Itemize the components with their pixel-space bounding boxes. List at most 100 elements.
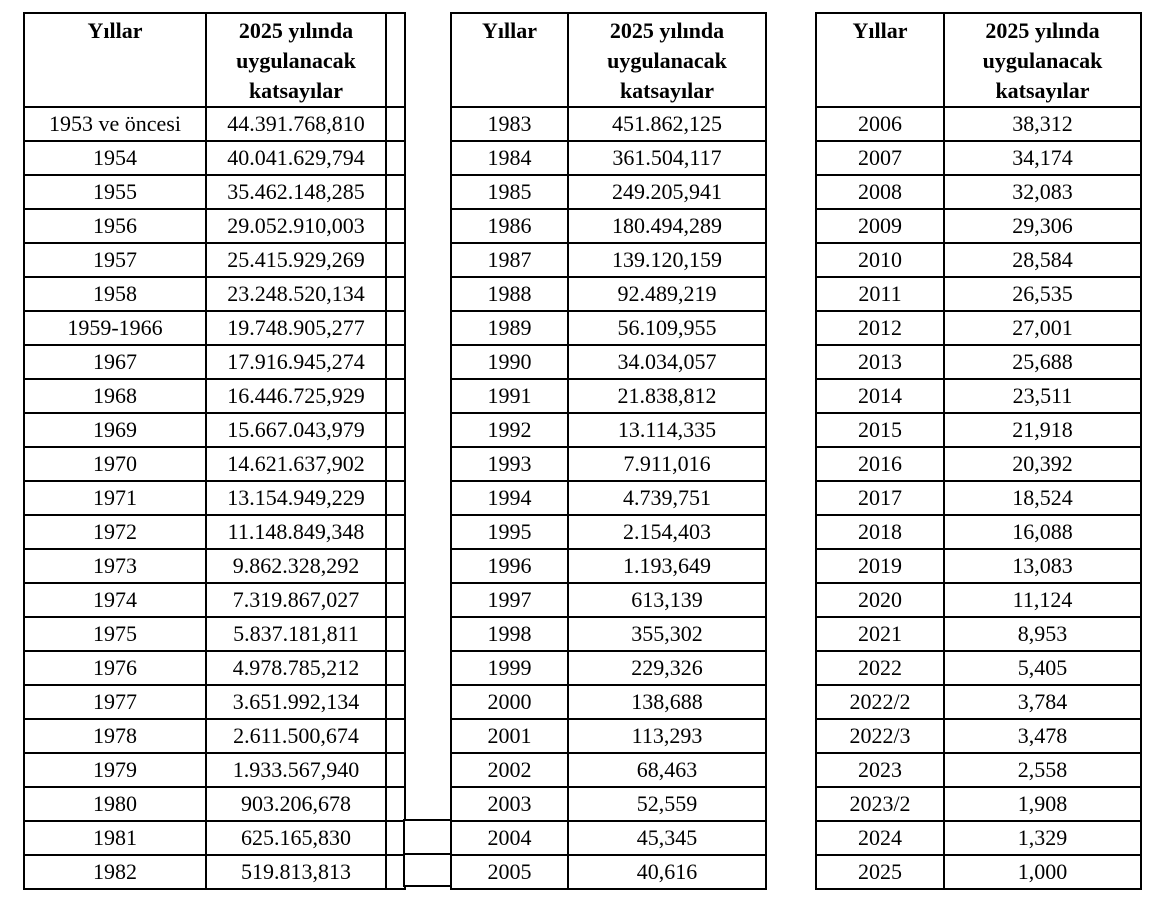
table-row: 1957 25.415.929,269: [23, 242, 406, 278]
year-cell: 1991: [450, 378, 569, 414]
coefficient-cell: 451.862,125: [567, 106, 767, 142]
empty-cell: [385, 786, 406, 822]
year-cell: 1959-1966: [23, 310, 207, 346]
year-cell: 1971: [23, 480, 207, 516]
year-cell: 2004: [450, 820, 569, 856]
year-cell: 2022/2: [815, 684, 945, 720]
coefficient-cell: 16.446.725,929: [205, 378, 387, 414]
table-row: 1954 40.041.629,794: [23, 140, 406, 176]
table-row: 1967 17.916.945,274: [23, 344, 406, 380]
coefficient-cell: 519.813,813: [205, 854, 387, 890]
table-body: 1983 451.862,125 1984 361.504,117 1985 249.20…: [450, 106, 767, 890]
year-cell: 1982: [23, 854, 207, 890]
year-cell: 1980: [23, 786, 207, 822]
empty-cell: [385, 208, 406, 244]
years-column-header: Yıllar: [815, 12, 945, 108]
table-row: 2015 21,918: [815, 412, 1142, 448]
year-cell: 1958: [23, 276, 207, 312]
table-row: 1968 16.446.725,929: [23, 378, 406, 414]
year-cell: 1995: [450, 514, 569, 550]
coefficient-cell: 32,083: [943, 174, 1142, 210]
empty-cell: [385, 140, 406, 176]
year-cell: 2001: [450, 718, 569, 754]
coefficient-cell: 29.052.910,003: [205, 208, 387, 244]
year-cell: 1981: [23, 820, 207, 856]
year-cell: 2013: [815, 344, 945, 380]
table-row: 2009 29,306: [815, 208, 1142, 244]
table-row: 1979 1.933.567,940: [23, 752, 406, 788]
table-row: 2022/2 3,784: [815, 684, 1142, 720]
empty-cell: [385, 752, 406, 788]
year-cell: 2002: [450, 752, 569, 788]
table-row: 1998 355,302: [450, 616, 767, 652]
coefficient-cell: 13,083: [943, 548, 1142, 584]
coefficient-cell: 27,001: [943, 310, 1142, 346]
table-row: 1973 9.862.328,292: [23, 548, 406, 584]
year-cell: 1967: [23, 344, 207, 380]
coefficient-cell: 26,535: [943, 276, 1142, 312]
coefficient-cell: 11,124: [943, 582, 1142, 618]
year-cell: 1987: [450, 242, 569, 278]
coefficient-cell: 5.837.181,811: [205, 616, 387, 652]
table-row: 2020 11,124: [815, 582, 1142, 618]
table-row: 2012 27,001: [815, 310, 1142, 346]
empty-cell: [385, 310, 406, 346]
table-row: 2023 2,558: [815, 752, 1142, 788]
table-row: 1991 21.838,812: [450, 378, 767, 414]
table-row: 1992 13.114,335: [450, 412, 767, 448]
table-row: 1970 14.621.637,902: [23, 446, 406, 482]
coefficient-cell: 1.933.567,940: [205, 752, 387, 788]
year-cell: 1968: [23, 378, 207, 414]
table-row: 2013 25,688: [815, 344, 1142, 380]
empty-spanner-cells: [403, 819, 452, 887]
table-row: 1990 34.034,057: [450, 344, 767, 380]
year-cell: 1979: [23, 752, 207, 788]
table-row: 2018 16,088: [815, 514, 1142, 550]
coefficient-cell: 361.504,117: [567, 140, 767, 176]
table-row: 1956 29.052.910,003: [23, 208, 406, 244]
coefficient-cell: 35.462.148,285: [205, 174, 387, 210]
coefficients-column-header: 2025 yılında uygulanacak katsayılar: [567, 12, 767, 108]
year-cell: 1957: [23, 242, 207, 278]
empty-cell: [385, 106, 406, 142]
coefficient-cell: 11.148.849,348: [205, 514, 387, 550]
coefficient-cell: 7.319.867,027: [205, 582, 387, 618]
year-cell: 2003: [450, 786, 569, 822]
table-row: 1959-1966 19.748.905,277: [23, 310, 406, 346]
table-row: 1982 519.813,813: [23, 854, 406, 890]
coefficient-cell: 1.193,649: [567, 548, 767, 584]
year-cell: 1956: [23, 208, 207, 244]
year-cell: 2022/3: [815, 718, 945, 754]
table-row: 1985 249.205,941: [450, 174, 767, 210]
coefficient-cell: 2.154,403: [567, 514, 767, 550]
year-cell: 1997: [450, 582, 569, 618]
table-body: 1953 ve öncesi 44.391.768,810 1954 40.041.6…: [23, 106, 406, 890]
year-cell: 1985: [450, 174, 569, 210]
year-cell: 1998: [450, 616, 569, 652]
coefficient-cell: 625.165,830: [205, 820, 387, 856]
table-row: 1986 180.494,289: [450, 208, 767, 244]
coefficient-cell: 2,558: [943, 752, 1142, 788]
year-cell: 1986: [450, 208, 569, 244]
table-row: 1974 7.319.867,027: [23, 582, 406, 618]
coefficient-cell: 4.978.785,212: [205, 650, 387, 686]
year-cell: 1976: [23, 650, 207, 686]
coefficient-cell: 40.041.629,794: [205, 140, 387, 176]
coefficient-cell: 45,345: [567, 820, 767, 856]
coefficient-cell: 18,524: [943, 480, 1142, 516]
year-cell: 2021: [815, 616, 945, 652]
empty-cell: [385, 344, 406, 380]
coefficient-cell: 15.667.043,979: [205, 412, 387, 448]
coefficient-cell: 68,463: [567, 752, 767, 788]
table-row: 1955 35.462.148,285: [23, 174, 406, 210]
year-cell: 1984: [450, 140, 569, 176]
table-row: 2019 13,083: [815, 548, 1142, 584]
table-row: 2011 26,535: [815, 276, 1142, 312]
year-cell: 2017: [815, 480, 945, 516]
coefficient-cell: 20,392: [943, 446, 1142, 482]
table-row: 1958 23.248.520,134: [23, 276, 406, 312]
coefficient-cell: 25,688: [943, 344, 1142, 380]
year-cell: 2009: [815, 208, 945, 244]
table-row: 1971 13.154.949,229: [23, 480, 406, 516]
coefficient-cell: 13.154.949,229: [205, 480, 387, 516]
